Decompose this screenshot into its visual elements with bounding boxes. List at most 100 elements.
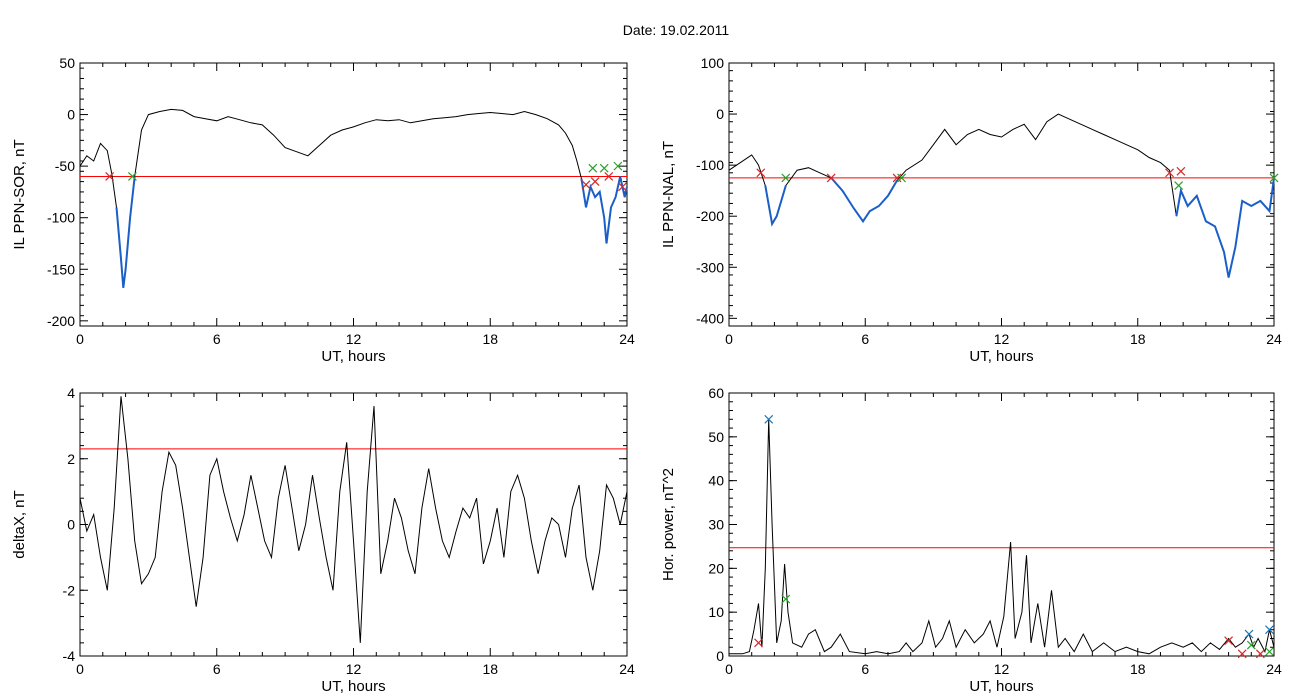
ppn-nal-start-marker-stroke [1165, 168, 1174, 178]
hor-power-start-marker-stroke [1255, 649, 1265, 659]
ppn-sor-end-marker [588, 163, 598, 173]
figure-title: Date: 19.02.2011 [623, 22, 730, 38]
hor-power-ytick-label: 50 [708, 429, 724, 445]
hor-power-end-marker [781, 594, 791, 604]
deltax-xtick-label: 12 [346, 661, 362, 677]
hor-power-ytick-label: 60 [708, 385, 724, 401]
hor-power-xtick-label: 6 [861, 661, 869, 677]
deltax-xtick-label: 24 [619, 661, 635, 677]
ppn-nal-xtick-label: 18 [1130, 331, 1146, 347]
hor-power-start-marker-stroke [1224, 636, 1234, 646]
ppn-nal-start-marker-stroke [756, 168, 766, 178]
ppn-nal-below-threshold-segment [764, 185, 787, 227]
panel-hor-power: 0 6 12 18 24 0 10 20 30 40 50 60 UT, hours Hor. power… [660, 385, 1282, 695]
ppn-sor-end-marker [599, 163, 609, 173]
ppn-nal-trace-line [728, 113, 1275, 278]
deltax-ytick-label: -2 [63, 582, 76, 598]
ppn-nal-end-marker-stroke [897, 173, 907, 183]
ppn-sor-start-marker [590, 177, 600, 187]
ppn-nal-ytick-label: -300 [696, 259, 724, 275]
hor-power-start-marker [754, 638, 763, 648]
deltax-trace-line [79, 396, 628, 643]
hor-power-peak-marker [1265, 625, 1274, 635]
deltax-xtick-label: 18 [482, 661, 498, 677]
hor-power-peak-marker-stroke [1244, 629, 1254, 639]
hor-power-xtick-label: 24 [1266, 661, 1282, 677]
panel-ppn-sor: 0 6 12 18 24 50 0 -50 -100 -150 -200 UT, hours IL PP… [11, 55, 635, 365]
ppn-sor-below-threshold-segment [580, 176, 628, 244]
panel-deltax: 0 6 12 18 24 4 2 0 -2 -4 UT, hours deltaX, nT [11, 385, 635, 695]
ppn-nal-start-marker [826, 173, 836, 183]
hor-power-ytick-label: 30 [708, 517, 724, 533]
hor-power-ytick-label: 40 [708, 473, 724, 489]
ppn-sor-end-marker-stroke [127, 172, 137, 181]
hor-power-xlabel: UT, hours [969, 678, 1033, 695]
hor-power-start-marker [1255, 649, 1265, 659]
ppn-sor-end-marker-stroke [588, 163, 598, 173]
hor-power-peak-marker [764, 414, 774, 424]
ppn-nal-end-marker [1269, 173, 1279, 183]
ppn-nal-below-threshold-segment [1175, 177, 1275, 278]
ppn-sor-xtick-label: 12 [346, 331, 362, 347]
ppn-sor-ytick-label: -200 [47, 313, 75, 329]
ppn-sor-end-marker-stroke [613, 161, 623, 171]
ppn-nal-end-marker-stroke [781, 173, 791, 183]
ppn-sor-start-marker-stroke [105, 172, 115, 181]
ppn-sor-xtick-label: 24 [619, 331, 635, 347]
hor-power-trace-line [729, 419, 1275, 655]
ppn-sor-trace-line [79, 108, 628, 288]
ppn-sor-axes-frame [79, 62, 628, 327]
ppn-sor-xlabel: UT, hours [321, 348, 385, 365]
ppn-nal-ytick-label: -200 [696, 208, 724, 224]
ppn-sor-ylabel: IL PPN-SOR, nT [11, 139, 28, 249]
ppn-nal-ytick-label: 100 [701, 55, 725, 71]
ppn-sor-start-marker-stroke [604, 172, 614, 181]
hor-power-xtick-label: 18 [1130, 661, 1146, 677]
ppn-nal-xtick-label: 24 [1266, 331, 1282, 347]
deltax-xlabel: UT, hours [321, 678, 385, 695]
hor-power-axes-frame [728, 392, 1275, 657]
deltax-xtick-label: 6 [213, 661, 221, 677]
hor-power-start-marker [1237, 649, 1247, 659]
ppn-nal-xtick-label: 6 [861, 331, 869, 347]
ppn-sor-start-marker-stroke [590, 177, 600, 187]
ppn-sor-ytick-label: -150 [47, 261, 75, 277]
ppn-nal-end-marker-stroke [1269, 173, 1279, 183]
ppn-sor-ytick-label: -100 [47, 210, 75, 226]
ppn-sor-xtick-label: 18 [482, 331, 498, 347]
hor-power-ytick-label: 10 [708, 604, 724, 620]
ppn-nal-end-marker-stroke [1174, 181, 1184, 190]
hor-power-xtick-label: 12 [994, 661, 1010, 677]
hor-power-ytick-label: 20 [708, 560, 724, 576]
ppn-nal-xtick-label: 12 [994, 331, 1010, 347]
ppn-sor-xtick-label: 0 [76, 331, 84, 347]
ppn-sor-start-marker [618, 182, 627, 192]
ppn-nal-axes-frame [728, 62, 1275, 327]
hor-power-ylabel: Hor. power, nT^2 [660, 468, 677, 581]
hor-power-end-marker [1246, 640, 1256, 650]
ppn-nal-xlabel: UT, hours [969, 348, 1033, 365]
ppn-sor-end-marker [127, 172, 137, 181]
panel-ppn-nal: 0 6 12 18 24 100 0 -100 -200 -300 -400 UT, hours IL … [660, 55, 1282, 365]
ppn-nal-start-marker-stroke [826, 173, 836, 183]
hor-power-peak-marker-stroke [1265, 625, 1274, 635]
deltax-ylabel: deltaX, nT [11, 490, 28, 558]
ppn-nal-xtick-label: 0 [725, 331, 733, 347]
hor-power-ytick-label: 0 [716, 648, 724, 664]
deltax-ytick-label: -4 [63, 648, 76, 664]
hor-power-start-marker [1224, 636, 1234, 646]
ppn-nal-start-marker [1165, 168, 1174, 178]
ppn-nal-end-marker [897, 173, 907, 183]
ppn-sor-below-threshold-segment [115, 176, 136, 288]
ppn-nal-ytick-label: 0 [716, 106, 724, 122]
hor-power-end-marker-stroke [781, 594, 791, 604]
ppn-sor-start-marker [604, 172, 614, 181]
ppn-nal-end-marker [1174, 181, 1184, 190]
hor-power-end-marker-stroke [1246, 640, 1256, 650]
hor-power-peak-marker [1244, 629, 1254, 639]
ppn-sor-xtick-label: 6 [213, 331, 221, 347]
ppn-sor-start-marker-stroke [618, 182, 627, 192]
deltax-xtick-label: 0 [76, 661, 84, 677]
deltax-ytick-label: 0 [67, 517, 75, 533]
